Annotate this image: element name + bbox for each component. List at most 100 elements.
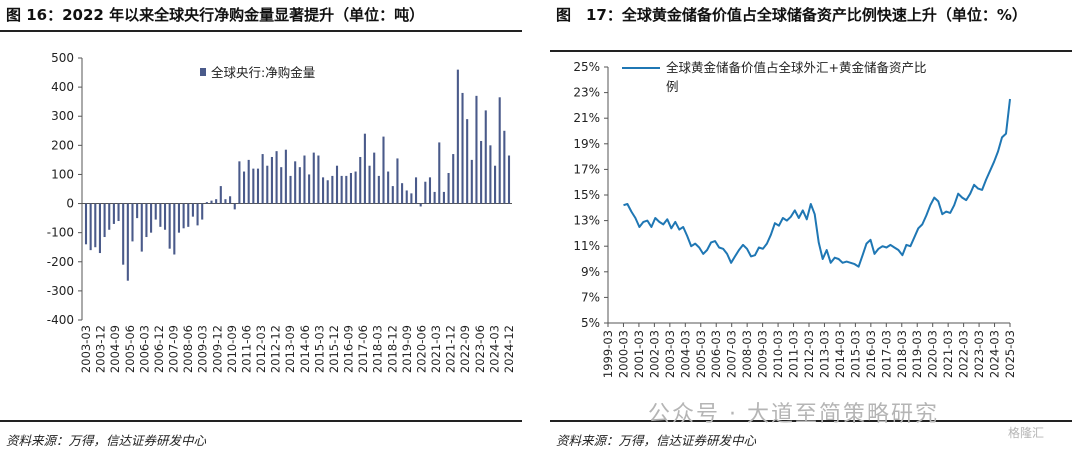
bar xyxy=(122,203,125,265)
bar-y-tick-label: 100 xyxy=(51,167,74,181)
bar-x-tick-label: 2020-06 xyxy=(414,325,428,373)
bar xyxy=(466,119,469,204)
bar-x-tick-label: 2017-06 xyxy=(356,325,370,373)
bar xyxy=(159,203,162,227)
line-x-tick-label: 2020-03 xyxy=(926,330,940,378)
bar xyxy=(373,152,376,204)
bar xyxy=(340,175,343,204)
bar xyxy=(187,203,190,227)
left-source-note: 资料来源：万得，信达证券研发中心 xyxy=(6,433,207,448)
bar-x-tick-label: 2013-09 xyxy=(283,325,297,373)
bar-y-tick-label: -100 xyxy=(47,226,74,240)
bar xyxy=(177,203,181,233)
bar xyxy=(484,110,487,204)
bar xyxy=(498,97,501,204)
watermark-text: 公众号 · 大道至简策略研究 xyxy=(648,402,939,427)
bar-x-tick-label: 2003-12 xyxy=(94,325,108,373)
line-x-tick-label: 2008-03 xyxy=(740,330,754,378)
watermark-logo: 格隆汇 xyxy=(1008,426,1045,440)
right-bottom-rule xyxy=(550,420,1072,422)
bar-x-tick-label: 2023-06 xyxy=(473,325,487,373)
bar-y-tick-label: -300 xyxy=(47,284,74,298)
bar xyxy=(261,154,264,204)
bar xyxy=(452,154,455,204)
bar xyxy=(219,186,222,204)
bar xyxy=(173,203,176,255)
bar-x-tick-label: 2006-12 xyxy=(152,325,166,373)
bar xyxy=(298,167,301,204)
bar xyxy=(191,203,194,217)
bar xyxy=(368,165,371,204)
bar xyxy=(428,177,432,204)
bar xyxy=(256,168,260,204)
bar xyxy=(280,167,283,204)
bar xyxy=(163,203,167,230)
line-x-tick-label: 2021-03 xyxy=(941,330,955,378)
bar xyxy=(224,199,227,204)
bar-x-tick-label: 2006-03 xyxy=(137,325,151,373)
bar xyxy=(247,159,250,204)
left-figure-title: 图 16：2022 年以来全球央行净购金量显著提升（单位：吨） xyxy=(6,6,425,24)
line-x-tick-label: 2012-03 xyxy=(802,330,816,378)
bar xyxy=(312,152,315,204)
bar-y-tick-label: 500 xyxy=(51,51,74,65)
bar xyxy=(475,95,478,204)
right-figure-title: 图 17：全球黄金储备价值占全球储备资产比例快速上升（单位：%） xyxy=(556,6,1027,24)
line-y-tick-label: 7% xyxy=(581,290,600,304)
bar xyxy=(335,165,339,204)
bar xyxy=(345,175,348,204)
bar xyxy=(168,203,171,249)
line-legend-label-line2: 例 xyxy=(666,79,679,94)
line-y-tick-label: 13% xyxy=(573,214,600,228)
bar xyxy=(136,203,139,219)
line-x-tick-label: 2019-03 xyxy=(910,330,924,378)
line-x-tick-label: 1999-03 xyxy=(601,330,615,378)
bar xyxy=(456,69,459,204)
bar-x-tick-label: 2004-09 xyxy=(108,325,122,373)
bar xyxy=(507,155,511,204)
line-y-tick-label: 23% xyxy=(573,86,600,100)
bar-x-tick-label: 2024-03 xyxy=(487,325,501,373)
bar xyxy=(126,203,129,281)
bar xyxy=(182,203,185,229)
bar xyxy=(396,158,399,204)
bar-x-tick-label: 2018-03 xyxy=(371,325,385,373)
bar xyxy=(470,159,473,204)
bar-x-tick-label: 2010-09 xyxy=(225,325,239,373)
bar-legend-label: 全球央行:净购金量 xyxy=(211,65,315,80)
line-x-tick-label: 2003-03 xyxy=(663,330,677,378)
bar xyxy=(480,140,483,204)
bar xyxy=(461,92,464,204)
line-y-tick-label: 19% xyxy=(573,137,600,151)
bar-x-tick-label: 2003-03 xyxy=(79,325,93,373)
line-x-tick-label: 2024-03 xyxy=(988,330,1002,378)
bar-x-tick-label: 2008-06 xyxy=(181,325,195,373)
line-legend-label-line1: 全球黄金储备价值占全球外汇+黄金储备资产比 xyxy=(666,60,926,75)
bar-x-tick-label: 2021-03 xyxy=(429,325,443,373)
bar-x-tick-label: 2005-06 xyxy=(123,325,137,373)
bar xyxy=(229,196,232,204)
bar xyxy=(112,203,115,224)
bar-y-tick-label: 300 xyxy=(51,109,74,123)
bar xyxy=(424,181,427,204)
line-x-tick-label: 2013-03 xyxy=(817,330,831,378)
bar xyxy=(98,203,101,254)
line-series xyxy=(623,98,1011,268)
bar xyxy=(354,171,357,204)
bar xyxy=(387,171,390,204)
line-x-tick-label: 2011-03 xyxy=(787,330,801,378)
bar xyxy=(433,191,436,204)
line-x-tick-label: 2006-03 xyxy=(709,330,723,378)
bar-y-tick-label: -400 xyxy=(47,313,74,327)
bar xyxy=(410,193,413,204)
bar xyxy=(238,161,241,204)
bar xyxy=(233,203,236,210)
bar xyxy=(284,149,287,204)
bar-x-tick-label: 2011-06 xyxy=(239,325,253,373)
bar-x-tick-label: 2018-12 xyxy=(385,325,399,373)
bar xyxy=(419,203,422,207)
right-figure: 图 17：全球黄金储备价值占全球储备资产比例快速上升（单位：%） 5% 7% 9% 1… xyxy=(550,0,1080,454)
bar-x-tick-label: 2015-12 xyxy=(327,325,341,373)
bar xyxy=(359,156,362,204)
right-title-rule xyxy=(550,50,1072,52)
